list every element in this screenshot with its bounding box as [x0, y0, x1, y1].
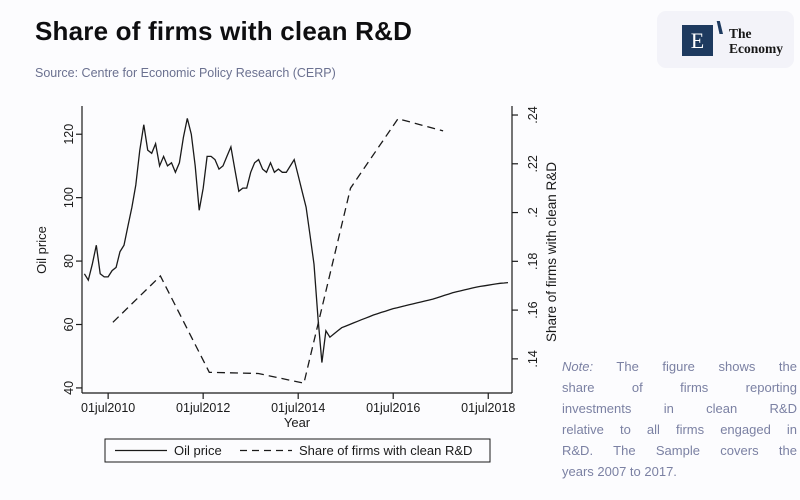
note-line: years 2007 to 2017.: [562, 464, 677, 479]
series-share-clean-rnd: [112, 117, 444, 384]
y-left-tick-label: 100: [62, 187, 76, 208]
logo-wordmark: The Economy: [729, 26, 783, 56]
legend-label-share: Share of firms with clean R&D: [299, 443, 472, 458]
x-tick-label: 01jul2010: [81, 401, 135, 415]
note-line: share of firms reporting: [562, 380, 797, 395]
y-left-tick-label: 60: [62, 318, 76, 332]
logo-word-line2: Economy: [729, 41, 783, 56]
series-oil-price: [83, 118, 509, 363]
legend-box: [104, 438, 491, 463]
logo-square: E: [682, 25, 713, 56]
y-right-tick-label: .22: [526, 155, 540, 172]
x-tick-label: 01jul2016: [366, 401, 420, 415]
x-tick-label: 01jul2014: [271, 401, 325, 415]
chart: 01jul2010 01jul2012 01jul2014 01jul2016 01ju…: [34, 106, 559, 463]
logo: E The Economy: [657, 11, 794, 68]
x-tick-label: 01jul2012: [176, 401, 230, 415]
x-tick-label: 01jul2018: [461, 401, 515, 415]
note-line: relative to all firms engaged in: [562, 422, 797, 437]
y-left-tick-label: 40: [62, 381, 76, 395]
y-right-tick-label: .2: [526, 207, 540, 217]
chart-axis-titles: Oil price Share of firms with clean R&D …: [34, 162, 559, 430]
note-line: R&D. The Sample covers the: [562, 443, 797, 458]
y-right-tick-label: .18: [526, 253, 540, 270]
y-right-tick-label: .24: [526, 106, 540, 123]
y-right-tick-label: .14: [526, 350, 540, 367]
legend-label-oil-price: Oil price: [174, 443, 222, 458]
y-right-tick-label: .16: [526, 301, 540, 318]
y-axis-left-title: Oil price: [34, 226, 49, 274]
source-text: Source: Centre for Economic Policy Resea…: [35, 66, 336, 80]
note-text: Note: The figure shows the share of firm…: [562, 356, 797, 482]
logo-letter: E: [690, 27, 705, 53]
chart-legend: Oil price Share of firms with clean R&D: [104, 438, 491, 463]
note-label: Note:: [562, 359, 594, 374]
x-axis-title: Year: [284, 415, 311, 430]
page-title: Share of firms with clean R&D: [35, 16, 413, 46]
y-left-tick-label: 120: [62, 124, 76, 145]
logo-word-line1: The: [729, 26, 752, 41]
note-line: investments in clean R&D: [562, 401, 797, 416]
y-left-tick-label: 80: [62, 254, 76, 268]
logo-quote-icon: [716, 21, 723, 34]
chart-plot-area: 01jul2010 01jul2012 01jul2014 01jul2016 01ju…: [62, 106, 540, 415]
y-axis-right-title: Share of firms with clean R&D: [544, 162, 559, 342]
note-line: Note: The figure shows the: [562, 359, 797, 374]
chart-axes: [81, 106, 513, 394]
